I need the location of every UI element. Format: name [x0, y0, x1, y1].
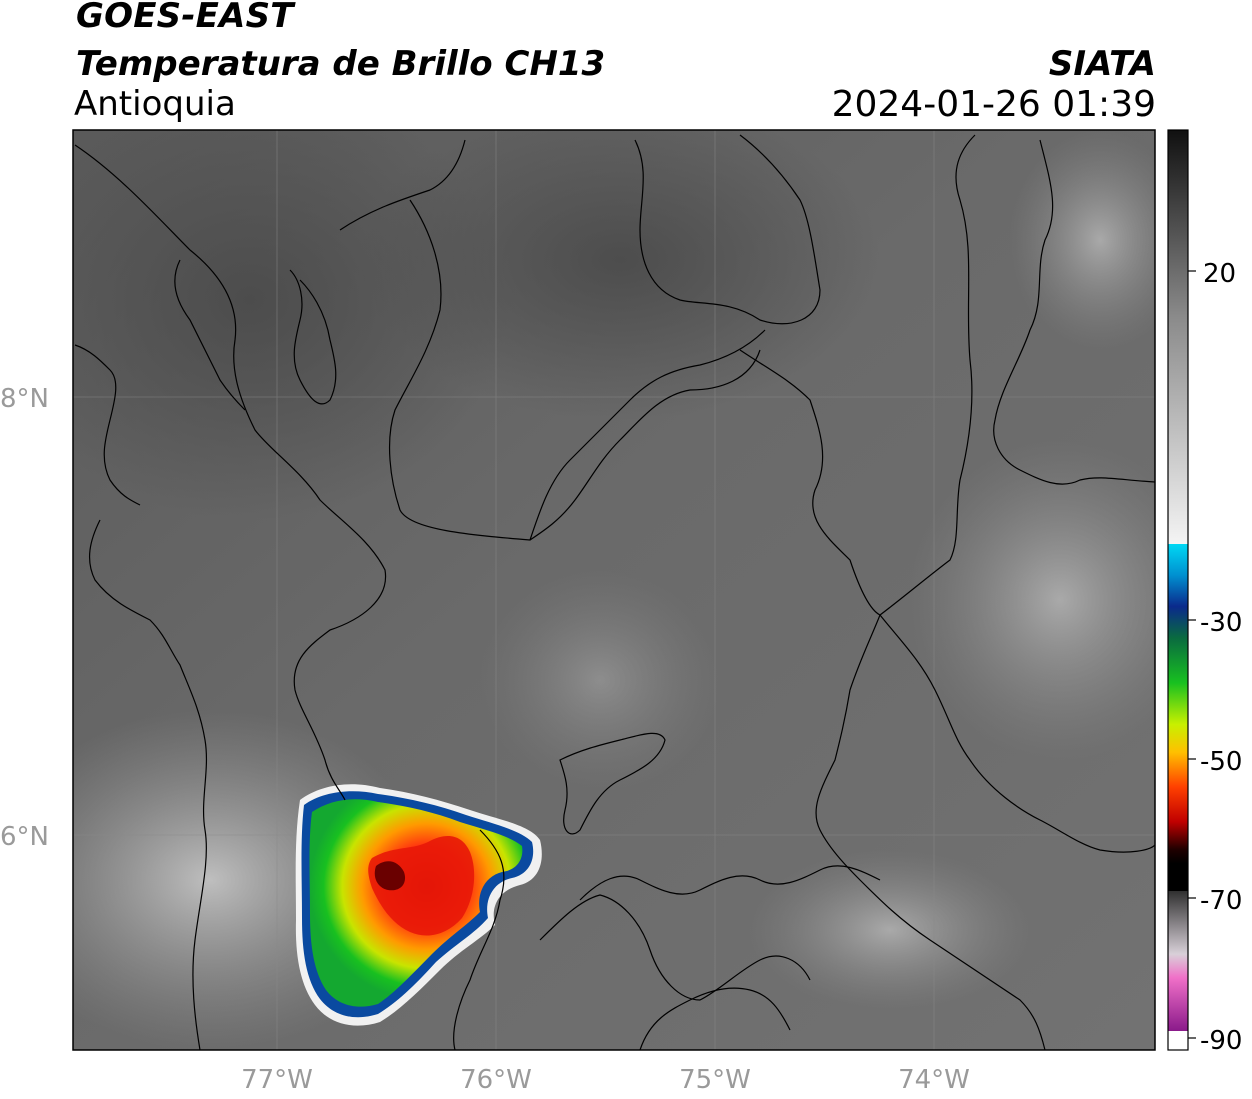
colorbar-label-20: 20 — [1203, 259, 1236, 289]
light-cloud-region — [1010, 130, 1155, 350]
map-frame — [72, 129, 1156, 1051]
lon-tick-label-76W: 76°W — [460, 1065, 532, 1095]
map-panel — [73, 130, 1155, 1050]
region-label: Antioquia — [74, 84, 236, 124]
storm-coldest-top — [374, 861, 406, 891]
colorbar-grayscale-segment — [1168, 130, 1188, 544]
convective-storm-cell — [295, 784, 542, 1026]
gulf-coastline — [289, 269, 337, 405]
santander-boyaca-border — [815, 614, 1046, 1050]
pacific-coastline — [74, 344, 141, 506]
dark-region — [360, 130, 880, 420]
light-cloud-region — [480, 570, 720, 790]
organization-label: SIATA — [1048, 44, 1156, 84]
antioquia-cordoba-border — [388, 199, 766, 541]
antioquia-choco-border — [74, 144, 387, 801]
boundaries — [74, 134, 1155, 1050]
lat-tick-label-6N: 6°N — [0, 822, 49, 852]
lon-tick-label-77W: 77°W — [241, 1065, 313, 1095]
lat-tick-label-8N: 8°N — [0, 384, 49, 414]
caldas-border — [539, 894, 811, 1001]
light-cloud-region — [910, 440, 1155, 760]
colorbar-label-minus90: -90 — [1200, 1026, 1242, 1056]
datetime-label: 2024-01-26 01:39 — [831, 84, 1156, 125]
tolima-border — [639, 987, 791, 1050]
colorbar-label-minus50: -50 — [1200, 747, 1242, 777]
lon-tick-label-75W: 75°W — [679, 1065, 751, 1095]
colorbar-frame — [1167, 129, 1189, 1051]
satellite-title: GOES-EAST — [76, 0, 294, 36]
antioquia-inner-border — [529, 349, 761, 541]
uraba-coastline — [174, 259, 246, 411]
colorbar-label-minus70: -70 — [1200, 886, 1242, 916]
colorbar-min-segment — [1168, 1031, 1188, 1050]
cesar-border — [993, 139, 1155, 485]
cordoba-sucre-border — [634, 134, 821, 325]
santander-border — [879, 614, 1155, 853]
colorbar-label-minus30: -30 — [1200, 608, 1242, 638]
graticule — [73, 130, 1155, 1050]
storm-red-core — [368, 836, 475, 936]
colorbar: 20 -30 -50 -70 -90 — [1167, 129, 1242, 1056]
risaralda-border — [453, 829, 505, 1050]
choco-coastline — [89, 519, 208, 1050]
caribbean-coastline — [339, 139, 466, 231]
caldas-north-border — [579, 865, 881, 901]
product-title: Temperatura de Brillo CH13 — [76, 44, 606, 84]
lon-tick-label-74W: 74°W — [898, 1065, 970, 1095]
light-cloud-region — [750, 850, 1030, 1010]
bolivar-border — [739, 134, 976, 616]
colorbar-color-segment — [1168, 544, 1188, 891]
colorbar-tail-segment — [1168, 891, 1188, 1031]
antioquia-enclave-border — [559, 732, 666, 835]
